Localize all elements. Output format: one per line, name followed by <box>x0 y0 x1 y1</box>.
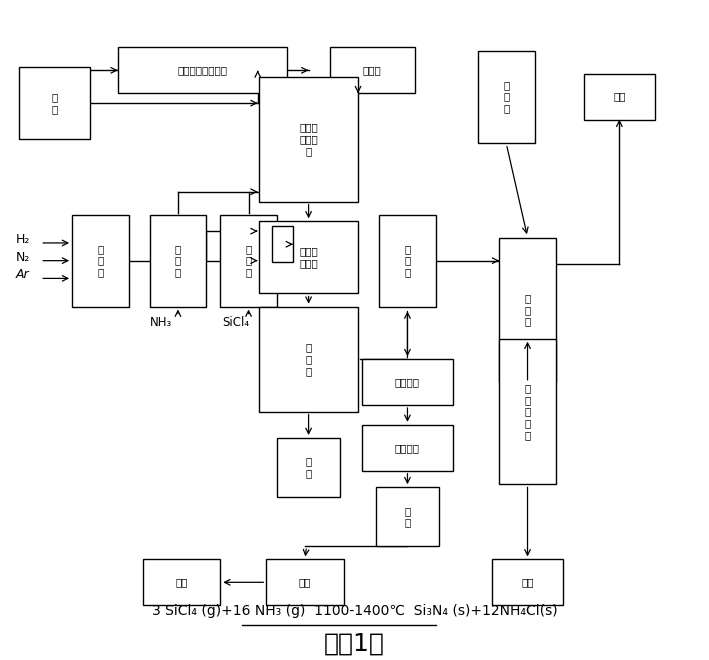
Text: 废水: 废水 <box>521 578 534 587</box>
Text: 微机数亮采集系统: 微机数亮采集系统 <box>178 65 228 75</box>
Text: 废气: 废气 <box>613 92 625 102</box>
Bar <box>376 487 440 546</box>
Text: 蒸
发
器: 蒸 发 器 <box>245 244 252 277</box>
Bar <box>272 226 293 262</box>
Bar <box>72 214 128 307</box>
Bar <box>277 438 340 497</box>
Bar <box>499 339 556 484</box>
Bar <box>143 559 220 605</box>
Bar <box>118 48 287 93</box>
Text: Ar: Ar <box>16 269 29 281</box>
Text: 高温转相: 高温转相 <box>395 443 420 453</box>
Bar <box>362 359 453 405</box>
Text: 流
量
计: 流 量 计 <box>97 244 104 277</box>
Text: 成品: 成品 <box>175 578 188 587</box>
Bar <box>259 307 358 412</box>
Bar <box>362 425 453 471</box>
Text: H₂: H₂ <box>16 233 30 246</box>
Text: 电
源: 电 源 <box>51 92 57 114</box>
Text: N₂: N₂ <box>16 251 30 263</box>
Bar <box>478 51 535 143</box>
Text: NH₃: NH₃ <box>150 316 172 329</box>
Text: 一
次
水: 一 次 水 <box>503 80 510 113</box>
Bar <box>379 214 436 307</box>
Bar <box>266 559 344 605</box>
Text: 3 SiCl₄ (g)+16 NH₃ (g)  1100-1400℃  Si₃N₄ (s)+12NH₄Cl(s): 3 SiCl₄ (g)+16 NH₃ (g) 1100-1400℃ Si₃N₄ … <box>152 603 557 618</box>
Text: 式（1）: 式（1） <box>324 632 385 655</box>
Text: 包装: 包装 <box>298 578 311 587</box>
Text: 冷
却: 冷 却 <box>404 506 411 527</box>
Bar <box>492 559 563 605</box>
Text: 循环水: 循环水 <box>363 65 381 75</box>
Bar <box>259 221 358 294</box>
Text: 淋
洗
塔: 淋 洗 塔 <box>525 293 530 327</box>
Bar <box>259 77 358 201</box>
Bar <box>584 74 654 119</box>
Text: 收
粉
器: 收 粉 器 <box>404 244 411 277</box>
Bar <box>220 214 277 307</box>
Text: 沉
渣: 沉 渣 <box>306 457 312 478</box>
Text: 等离子
发生装
置: 等离子 发生装 置 <box>299 123 318 156</box>
Text: 收
集
处
理
槽: 收 集 处 理 槽 <box>525 383 530 440</box>
Bar <box>19 67 89 139</box>
Text: 流
量
计: 流 量 计 <box>175 244 181 277</box>
Bar <box>499 238 556 382</box>
Text: 沉
降
器: 沉 降 器 <box>306 343 312 376</box>
Bar <box>150 214 206 307</box>
Text: 等离子
反应器: 等离子 反应器 <box>299 247 318 268</box>
Bar <box>330 48 415 93</box>
Text: SiCl₄: SiCl₄ <box>223 316 250 329</box>
Text: 脱氯化铵: 脱氯化铵 <box>395 377 420 387</box>
